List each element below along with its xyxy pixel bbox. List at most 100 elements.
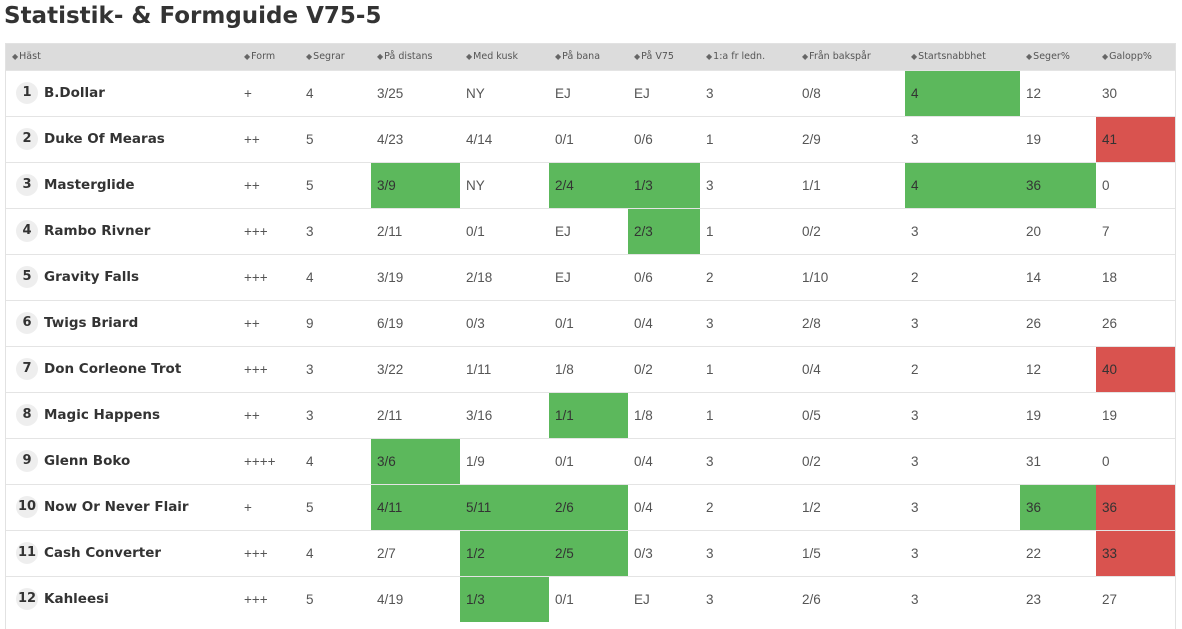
cell-galopp-procent: 41 xyxy=(1096,116,1175,162)
cell-fran-bakspar: 2/9 xyxy=(802,131,821,147)
page-title: Statistik- & Formguide V75-5 xyxy=(4,3,382,29)
cell-pa-v75: 2/3 xyxy=(628,208,701,254)
cell-pa-bana: 1/8 xyxy=(555,361,574,377)
cell-segrar: 3 xyxy=(306,361,314,377)
cell-startsnabbhet: 3 xyxy=(911,545,919,561)
cell-med-kusk: 0/1 xyxy=(466,223,485,239)
cell-pa-distans: 4/23 xyxy=(377,131,404,147)
cell-fran-bakspar: 1/2 xyxy=(802,499,821,515)
cell-pa-distans: 3/22 xyxy=(377,361,404,377)
cell-startsnabbhet: 3 xyxy=(911,131,919,147)
cell-forsta-fr-ledn: 3 xyxy=(706,545,714,561)
sort-icon: ◆ xyxy=(706,52,713,62)
cell-pa-bana: 2/4 xyxy=(549,162,629,208)
cell-pa-distans: 3/19 xyxy=(377,269,404,285)
cell-galopp-procent: 26 xyxy=(1102,315,1118,331)
cell-seger-procent: 26 xyxy=(1026,315,1042,331)
sort-icon: ◆ xyxy=(1102,52,1109,62)
cell-segrar: 5 xyxy=(306,177,314,193)
cell-forsta-fr-ledn: 1 xyxy=(706,131,714,147)
table-row: 12 Kahleesi +++ 5 4/19 1/3 0/1 EJ 3 2/6 3 23 27 xyxy=(6,576,1175,622)
cell-pa-distans: 3/25 xyxy=(377,85,404,101)
cell-fran-bakspar: 0/2 xyxy=(802,453,821,469)
table-row: 3 Masterglide ++ 5 3/9 NY 2/4 1/3 3 1/1 4 36 0 xyxy=(6,162,1175,208)
cell-start-number: 11 xyxy=(6,530,42,576)
cell-pa-distans: 3/9 xyxy=(371,162,461,208)
cell-forsta-fr-ledn: 1 xyxy=(706,223,714,239)
col-header-pa-bana[interactable]: ◆På bana xyxy=(555,51,601,63)
table-row: 1 B.Dollar +4 3/25 NY EJ EJ 3 0/8 4 12 30 xyxy=(6,70,1175,116)
cell-seger-procent: 22 xyxy=(1026,545,1042,561)
start-number-badge: 6 xyxy=(16,312,38,334)
cell-galopp-procent: 18 xyxy=(1102,269,1118,285)
start-number-badge: 1 xyxy=(16,82,38,104)
col-header-form[interactable]: ◆Form xyxy=(244,51,276,63)
col-header-forsta-fr-ledn[interactable]: ◆1:a fr ledn. xyxy=(706,51,766,63)
cell-galopp-procent: 0 xyxy=(1102,453,1110,469)
cell-segrar: 4 xyxy=(306,85,314,101)
cell-horse-name: Twigs Briard xyxy=(44,315,139,331)
cell-pa-distans: 3/6 xyxy=(371,438,461,484)
cell-pa-v75: 0/6 xyxy=(634,269,653,285)
start-number-badge: 11 xyxy=(16,542,38,564)
cell-horse-name: Now Or Never Flair xyxy=(44,499,189,515)
cell-fran-bakspar: 2/6 xyxy=(802,591,821,607)
cell-segrar: 3 xyxy=(306,407,314,423)
start-number-badge: 4 xyxy=(16,220,38,242)
cell-fran-bakspar: 0/4 xyxy=(802,361,821,377)
cell-horse-name: B.Dollar xyxy=(44,85,105,101)
cell-galopp-procent: 27 xyxy=(1102,591,1118,607)
cell-pa-v75: 0/2 xyxy=(634,361,653,377)
cell-segrar: 4 xyxy=(306,269,314,285)
cell-galopp-procent: 7 xyxy=(1102,223,1110,239)
cell-med-kusk: 1/9 xyxy=(466,453,485,469)
cell-galopp-procent: 36 xyxy=(1096,484,1175,530)
cell-form: + xyxy=(244,85,252,101)
col-header-galopp-procent[interactable]: ◆Galopp% xyxy=(1102,51,1152,63)
cell-horse-name: Magic Happens xyxy=(44,407,161,423)
cell-form: +++ xyxy=(244,361,268,377)
cell-med-kusk: 1/11 xyxy=(466,361,492,377)
start-number-badge: 9 xyxy=(16,450,38,472)
cell-forsta-fr-ledn: 1 xyxy=(706,361,714,377)
start-number-badge: 7 xyxy=(16,358,38,380)
cell-startsnabbhet: 4 xyxy=(905,162,1021,208)
cell-seger-procent: 31 xyxy=(1026,453,1042,469)
cell-startsnabbhet: 2 xyxy=(911,269,919,285)
sort-icon: ◆ xyxy=(244,52,251,62)
cell-fran-bakspar: 1/5 xyxy=(802,545,821,561)
cell-med-kusk: 0/3 xyxy=(466,315,485,331)
cell-form: ++ xyxy=(244,177,260,193)
cell-horse-name: Cash Converter xyxy=(44,545,162,561)
cell-med-kusk: 1/2 xyxy=(460,530,550,576)
cell-forsta-fr-ledn: 3 xyxy=(706,177,714,193)
col-header-hast[interactable]: ◆Häst xyxy=(12,51,41,63)
col-header-startsnabbhet[interactable]: ◆Startsnabbhet xyxy=(911,51,986,63)
col-header-seger-procent[interactable]: ◆Seger% xyxy=(1026,51,1070,63)
cell-pa-v75: EJ xyxy=(634,85,650,101)
cell-fran-bakspar: 2/8 xyxy=(802,315,821,331)
cell-start-number: 4 xyxy=(6,208,42,254)
col-header-segrar[interactable]: ◆Segrar xyxy=(306,51,345,63)
table-row: 7 Don Corleone Trot +++ 3 3/22 1/11 1/8 0/2 1 0/4… xyxy=(6,346,1175,392)
cell-med-kusk: 1/3 xyxy=(460,576,550,622)
cell-pa-distans: 6/19 xyxy=(377,315,404,331)
start-number-badge: 12 xyxy=(16,588,38,611)
col-header-med-kusk[interactable]: ◆Med kusk xyxy=(466,51,518,63)
cell-horse-name: Masterglide xyxy=(44,177,135,193)
cell-pa-v75: 0/6 xyxy=(634,131,653,147)
cell-pa-bana: EJ xyxy=(555,269,571,285)
sort-icon: ◆ xyxy=(634,52,641,62)
start-number-badge: 2 xyxy=(16,128,38,150)
start-number-badge: 10 xyxy=(16,496,38,518)
sort-icon: ◆ xyxy=(555,52,562,62)
cell-med-kusk: NY xyxy=(466,85,485,101)
col-header-pa-v75[interactable]: ◆På V75 xyxy=(634,51,674,63)
cell-galopp-procent: 30 xyxy=(1102,85,1118,101)
cell-pa-distans: 4/19 xyxy=(377,591,404,607)
cell-med-kusk: NY xyxy=(466,177,485,193)
cell-form: ++ xyxy=(244,407,260,423)
col-header-fran-bakspar[interactable]: ◆Från bakspår xyxy=(802,51,871,63)
cell-pa-v75: 0/4 xyxy=(634,499,653,515)
col-header-pa-distans[interactable]: ◆På distans xyxy=(377,51,433,63)
